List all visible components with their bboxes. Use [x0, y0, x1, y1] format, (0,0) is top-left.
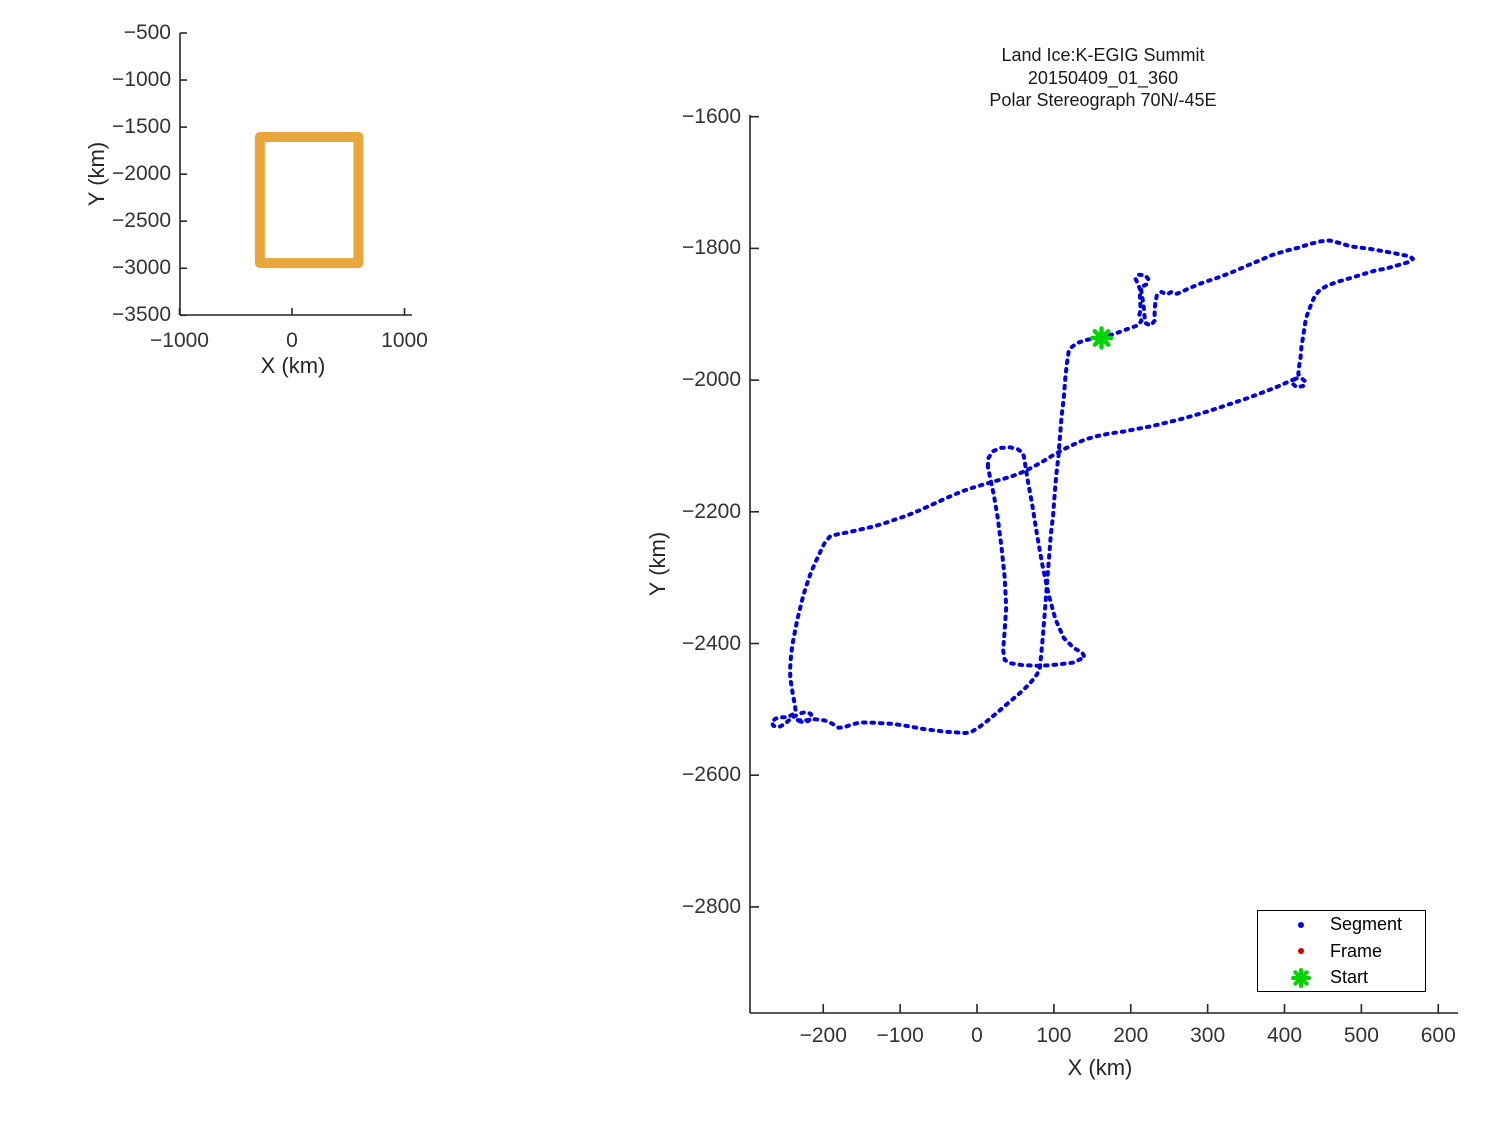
main-x-tick-label: 600 [1420, 1024, 1456, 1047]
main-x-tick-label: 400 [1266, 1024, 1303, 1047]
legend-marker-segment [1298, 921, 1304, 928]
title-line-3: Polar Stereograph 70N/-45E [989, 90, 1217, 110]
inset-y-tick-label: −500 [123, 21, 171, 44]
legend-item-segment: Segment [1258, 912, 1425, 938]
legend-marker-frame [1298, 948, 1304, 954]
inset-x-tick-label: −1000 [150, 329, 209, 352]
main-y-tick-label: −1800 [682, 236, 741, 260]
main-x-tick-label: −200 [799, 1024, 847, 1047]
start-marker-asterisk-icon [1291, 967, 1311, 988]
main-x-tick-label: 100 [1036, 1024, 1072, 1047]
legend-label-start: Start [1330, 967, 1369, 987]
start-point [1089, 326, 1114, 350]
main-xlabel: X (km) [1067, 1055, 1133, 1080]
inset-y-tick-label: −2000 [112, 162, 171, 186]
legend-item-start: Start [1258, 965, 1425, 991]
inset-xlabel: X (km) [260, 353, 326, 378]
main-y-tick-label: −2800 [682, 894, 741, 918]
inset-axes [179, 33, 412, 316]
inset-ylabel: Y (km) [84, 141, 109, 207]
legend-label-segment: Segment [1330, 914, 1403, 934]
inset-x-tick-label: 1000 [381, 329, 428, 352]
main-axes [749, 115, 1458, 1014]
segment-flight-path [769, 238, 1415, 736]
main-x-tick-label: 200 [1113, 1024, 1149, 1047]
inset-y-tick-label: −3500 [112, 303, 171, 327]
title-line-1: Land Ice:K-EGIG Summit [1001, 45, 1205, 65]
legend-marker-start [1291, 967, 1311, 988]
frame-marker-dot-icon [1298, 948, 1304, 954]
inset-y-tick-label: −2500 [112, 209, 171, 233]
legend-item-frame: Frame [1258, 938, 1425, 964]
main-x-tick-label: 300 [1190, 1024, 1226, 1047]
main-x-tick-label: −100 [876, 1024, 924, 1047]
inset-x-tick-label: 0 [286, 329, 298, 352]
main-x-tick-label: 0 [971, 1024, 983, 1047]
main-y-tick-label: −2600 [682, 763, 741, 787]
inset-y-tick-label: −1000 [112, 68, 171, 92]
segment-marker-dot-icon [1298, 921, 1304, 928]
legend: Segment Frame Start [1257, 910, 1426, 992]
main-x-tick-label: 500 [1343, 1024, 1379, 1047]
main-ylabel: Y (km) [645, 531, 670, 597]
legend-label-frame: Frame [1330, 940, 1383, 961]
segment-survey-racetrack [985, 445, 1087, 668]
main-plot-title: Land Ice:K-EGIG Summit 20150409_01_360 P… [989, 44, 1216, 112]
main-y-tick-label: −2000 [682, 368, 741, 392]
inset-y-tick-label: −1500 [112, 115, 171, 139]
main-y-tick-label: −2200 [682, 499, 741, 523]
title-line-2: 20150409_01_360 [1027, 67, 1179, 88]
main-y-tick-label: −1600 [682, 104, 741, 128]
main-y-tick-label: −2400 [682, 631, 741, 655]
inset-y-tick-label: −3000 [112, 256, 171, 280]
coverage-outline [254, 132, 364, 269]
